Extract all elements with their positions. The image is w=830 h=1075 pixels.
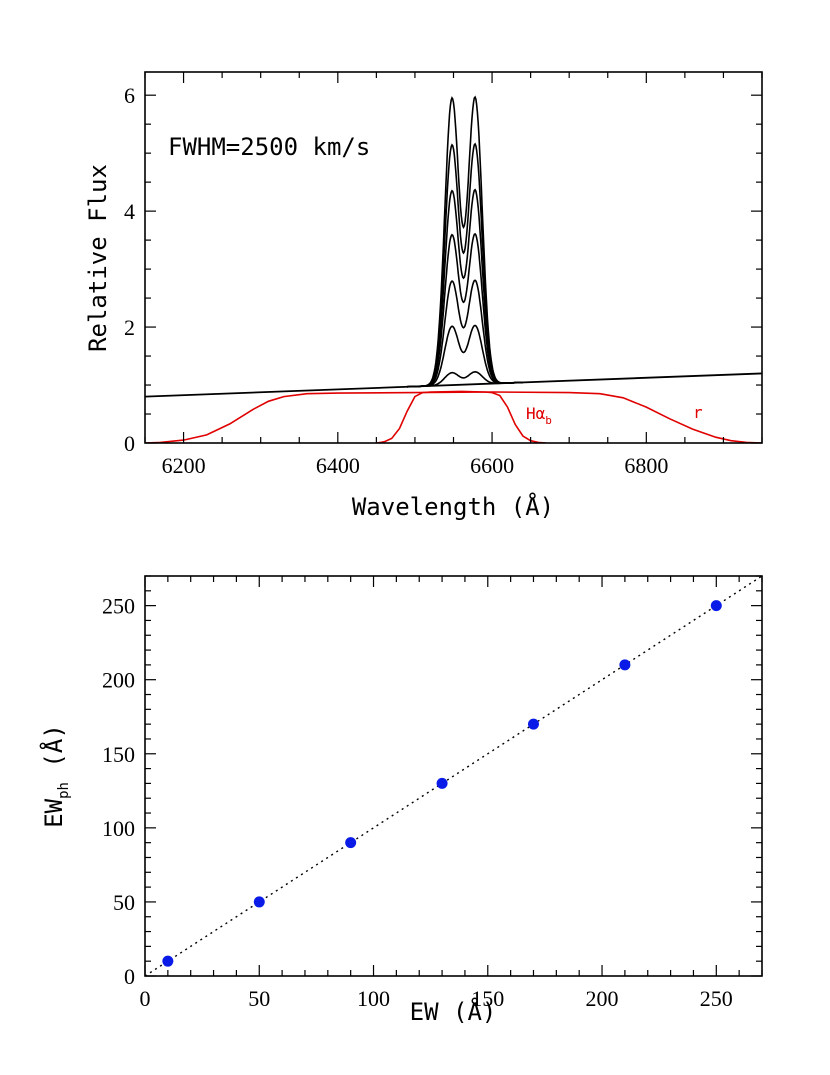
spectrum-x-tick-label: 6800	[624, 453, 668, 478]
ew-x-axis-label: EW (Å)	[410, 997, 497, 1026]
spectrum-x-tick-label: 6400	[316, 453, 360, 478]
ew-y-tick-label: 200	[102, 668, 135, 693]
one-to-one-reference-line	[144, 575, 763, 977]
ew-x-tick-label: 200	[586, 986, 619, 1011]
ew-y-tick-label: 0	[124, 964, 135, 989]
ew-x-tick-label: 250	[700, 986, 733, 1011]
filter-curve-r	[145, 391, 762, 443]
spectrum-x-tick-label: 6600	[470, 453, 514, 478]
ew-frame	[144, 575, 763, 977]
ew-x-tick-label: 0	[140, 986, 151, 1011]
ew-data-point	[710, 600, 722, 612]
spectrum-plot-area	[145, 95, 762, 443]
ew-y-axis-label: EWph (Å)	[39, 724, 72, 828]
ew-data-point	[162, 955, 174, 967]
halpha-b-label: Hαb	[526, 404, 552, 427]
continuum-line	[145, 372, 762, 398]
ew-y-axis-label-sub: ph	[56, 782, 72, 799]
ew-plot-area	[144, 575, 763, 977]
spectrum-y-tick-label: 0	[124, 431, 135, 456]
ew-ticks: 0 50 100 150 200 250 0 50 100 150 200 250	[102, 575, 763, 1011]
ew-data-point	[619, 659, 631, 671]
ew-x-tick-label: 100	[357, 986, 390, 1011]
ew-x-tick-label: 50	[248, 986, 270, 1011]
ew-x-tick-label: 150	[471, 986, 504, 1011]
spectrum-y-tick-label: 6	[124, 83, 135, 108]
spectrum-ticks: 6200 6400 6600 6800 0 2 4 6	[124, 72, 763, 478]
spectrum-y-axis-label: Relative Flux	[84, 164, 112, 352]
emission-spectrum	[407, 95, 523, 388]
ew-y-axis-label-unit: (Å)	[39, 724, 68, 782]
ew-data-point	[436, 777, 448, 789]
halpha-b-label-sub: b	[545, 414, 552, 427]
ew-y-tick-label: 250	[102, 594, 135, 619]
ew-y-tick-label: 100	[102, 816, 135, 841]
filter-curve-halpha-b	[376, 390, 547, 443]
spectrum-y-tick-label: 4	[124, 199, 135, 224]
ew-comparison-panel: 0 50 100 150 200 250 0 50 100 150 200 250 EW (Å) EW…	[39, 575, 763, 1026]
emission-spectrum	[407, 232, 523, 388]
ew-data-point	[527, 718, 539, 730]
spectrum-series-group	[145, 95, 762, 443]
spectrum-x-axis-label: Wavelength (Å)	[352, 492, 554, 521]
ew-data-point	[345, 837, 357, 849]
spectrum-x-tick-label: 6200	[162, 453, 206, 478]
spectrum-frame	[144, 71, 763, 444]
r-filter-label: r	[693, 403, 703, 422]
fwhm-annotation: FWHM=2500 km/s	[168, 133, 370, 161]
spectrum-y-tick-label: 2	[124, 315, 135, 340]
halpha-b-label-main: Hα	[526, 404, 546, 423]
ew-y-tick-label: 150	[102, 742, 135, 767]
ew-data-point	[253, 896, 265, 908]
ew-y-tick-label: 50	[113, 890, 135, 915]
ew-y-axis-label-main: EW	[40, 798, 68, 827]
